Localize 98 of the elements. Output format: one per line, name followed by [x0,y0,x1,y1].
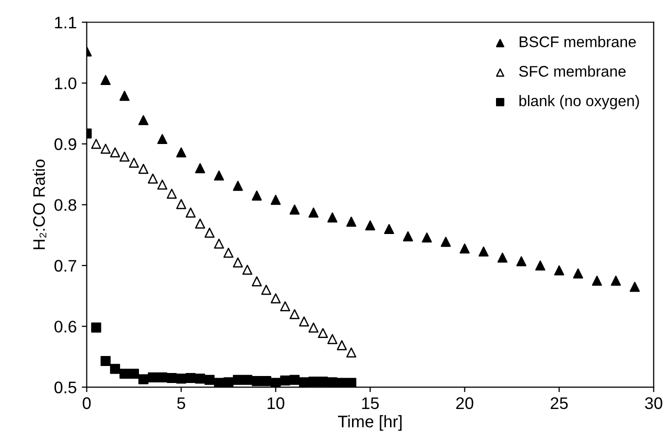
point [460,243,470,254]
point [318,328,328,338]
x-tick-label: 30 [645,397,662,410]
legend-label: BSCF membrane [520,36,636,48]
point [610,276,621,286]
legend-label: SFC membrane [519,66,626,77]
point [232,257,243,268]
x-tick-label: 5 [177,397,186,410]
y-tick-label: 1.1 [55,16,76,28]
point [318,376,328,387]
point [261,376,272,386]
legend-label: blank (no oxygen) [519,95,639,110]
point [346,347,356,358]
y-tick-label: 0.7 [54,260,76,272]
point [166,188,177,199]
point [128,158,139,168]
point [327,212,338,222]
point [119,90,130,101]
y-axis-title: H₂:CO Ratio [32,160,46,250]
point [346,216,356,227]
point [204,228,215,238]
point [186,373,196,384]
y-tick-label: 0.5 [54,382,76,394]
point [422,232,432,243]
point [214,238,224,249]
point [516,256,526,266]
y-tick-label: 0.6 [54,320,76,333]
point [261,284,272,295]
point [308,376,319,387]
point [290,309,300,320]
point [176,199,186,210]
point [176,374,186,384]
y-tick-label: 0.8 [54,199,76,211]
point [157,372,168,382]
point [232,374,243,385]
point [195,218,206,229]
point [440,236,451,247]
point [119,152,130,162]
point [100,356,111,366]
point [270,194,281,205]
x-tick-label: 25 [550,397,568,410]
point [119,368,130,379]
point [204,374,215,385]
point [157,134,168,144]
point [573,268,584,278]
point [280,375,290,386]
point [299,316,310,326]
point [402,231,413,242]
point [384,224,394,234]
x-tick-label: 0 [82,397,91,410]
point [100,75,111,86]
y-tick-label: 0.9 [54,138,76,150]
point [91,322,102,333]
point [308,208,319,218]
point [554,265,564,276]
point [148,174,158,184]
point [242,374,252,385]
point [186,208,196,218]
point [242,264,252,275]
point [223,248,234,258]
y-tick-label: 1.0 [55,77,76,90]
point [91,138,102,149]
point [138,374,148,384]
point [100,144,111,154]
point [128,368,139,379]
point [365,220,376,230]
point [110,147,120,158]
point [497,252,508,263]
point [327,334,338,344]
point [195,374,206,384]
point [252,376,262,386]
point [346,378,356,388]
point [592,276,602,286]
point [270,293,281,304]
point [176,147,186,158]
x-tick-label: 20 [456,397,474,410]
point [252,276,262,286]
point [290,374,300,385]
point [336,340,347,350]
point [280,301,290,312]
point [290,204,300,215]
point [138,164,148,174]
point [195,163,206,174]
point [252,190,262,201]
x-axis-title: Time [hr] [338,415,402,431]
point [535,260,546,271]
point [630,282,640,292]
point [232,180,243,191]
point [110,364,120,374]
x-tick-label: 10 [268,397,284,410]
x-tick-label: 15 [362,397,379,410]
point [478,246,489,257]
point [148,372,158,382]
point [157,180,168,190]
point [308,322,319,333]
point [138,115,148,126]
point [214,170,224,181]
point [166,373,177,384]
